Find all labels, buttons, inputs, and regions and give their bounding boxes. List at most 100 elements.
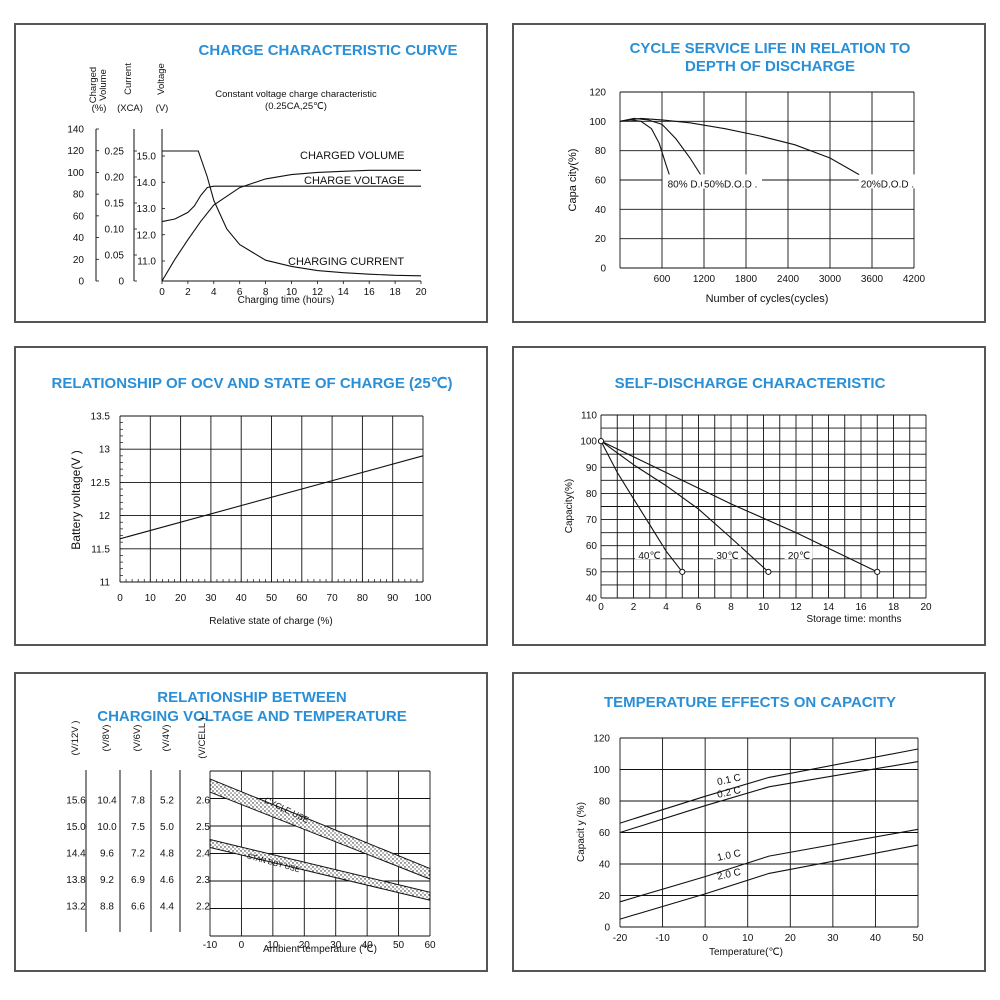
y-tick-label: 80 — [599, 797, 611, 808]
series-start-marker — [597, 438, 605, 445]
voltage-tick-label-3: 5.0 — [160, 822, 174, 833]
x-tick-label: 60 — [296, 593, 308, 604]
x-tick-label: 10 — [267, 940, 279, 951]
volume-tick-label: 40 — [73, 233, 85, 244]
chart-title-2: DEPTH OF DISCHARGE — [685, 58, 855, 75]
y-axis-label: Battery voltage(V ) — [69, 450, 83, 549]
series-line-1 — [600, 440, 769, 573]
voltage-axis-unit-1: (V/8V) — [101, 725, 112, 752]
voltage-tick-label-2: 7.2 — [131, 849, 145, 860]
y-tick-label: 80 — [586, 489, 598, 500]
voltage-tick-label-3: 4.4 — [160, 902, 174, 913]
voltage-tick-label-1: 9.6 — [100, 849, 114, 860]
x-axis-label: Number of cycles(cycles) — [706, 293, 829, 305]
series-line-0 — [619, 748, 919, 824]
x-tick-label: 2400 — [777, 274, 800, 285]
temperature-capacity-panel: TEMPERATURE EFFECTS ON CAPACITY -20 -10 0 10… — [512, 672, 986, 972]
series-label-30c: 30℃ — [716, 551, 738, 562]
y-tick-label: 120 — [593, 734, 610, 745]
band-1 — [209, 838, 431, 901]
y-tick-label: 100 — [580, 437, 597, 448]
series-label-2: 1.0 C — [716, 848, 742, 864]
temperature-capacity-chart: TEMPERATURE EFFECTS ON CAPACITY -20 -10 0 10… — [576, 694, 924, 958]
y-tick-label: 120 — [589, 88, 606, 99]
series-line-2 — [600, 440, 878, 573]
current-axis-unit: (XCA) — [117, 103, 143, 114]
series-label-bg — [784, 546, 813, 560]
voltage-tick-label-0: 13.8 — [66, 875, 86, 886]
y-tick-label: 13.5 — [91, 412, 111, 423]
series-end-marker — [765, 568, 772, 575]
charge-characteristic-panel: CHARGE CHARACTERISTIC CURVE Constant volt… — [14, 23, 488, 323]
x-axis-label: Temperature(℃) — [709, 947, 783, 958]
x-tick-label: 12 — [312, 287, 324, 298]
chart-title: RELATIONSHIP BETWEEN — [157, 689, 346, 706]
x-tick-label: 16 — [855, 602, 867, 613]
voltage-axis-unit-2: (V/6V) — [132, 725, 143, 752]
charge-characteristic-chart: CHARGE CHARACTERISTIC CURVE Constant volt… — [67, 42, 458, 306]
x-axis-label: Charging time (hours) — [238, 295, 335, 306]
series-label-20-dod: 20%D.O.D . — [861, 179, 914, 190]
x-tick-label: 50 — [266, 593, 278, 604]
y-tick-label: 11 — [100, 578, 111, 589]
x-tick-label: 40 — [362, 940, 374, 951]
chart-title: TEMPERATURE EFFECTS ON CAPACITY — [604, 694, 896, 711]
series-end-marker — [874, 568, 881, 575]
x-tick-label: 10 — [286, 287, 298, 298]
volume-tick-label: 80 — [73, 190, 85, 201]
volume-tick-label: 0 — [78, 277, 84, 288]
x-tick-label: 6 — [696, 602, 702, 613]
series-label-bg — [858, 174, 921, 189]
x-tick-label: 18 — [888, 602, 900, 613]
series-label-0: 0.1 C — [716, 772, 742, 788]
x-axis-label: Relative state of charge (%) — [209, 616, 332, 627]
cycle-life-panel: CYCLE SERVICE LIFE IN RELATION TO DEPTH O… — [512, 23, 986, 323]
voltage-tick-label-0: 14.4 — [66, 849, 86, 860]
x-tick-label: 0 — [117, 593, 123, 604]
voltage-tick-label-4: 2.6 — [196, 796, 210, 807]
volume-tick-label: 60 — [73, 211, 85, 222]
voltage-tick-label-2: 7.8 — [131, 796, 145, 807]
y-tick-label: 60 — [586, 541, 598, 552]
volume-axis-label-2: Volume — [98, 69, 109, 101]
voltage-tick-label-3: 4.8 — [160, 849, 174, 860]
y-axis-label: Capacit y (%) — [576, 802, 587, 862]
voltage-tick-label-3: 4.6 — [160, 875, 174, 886]
x-tick-label: 20 — [415, 287, 427, 298]
x-tick-label: 30 — [330, 940, 342, 951]
x-tick-label: 0 — [702, 933, 708, 944]
chart-title: CYCLE SERVICE LIFE IN RELATION TO — [630, 40, 911, 57]
y-tick-label: 12.5 — [91, 478, 111, 489]
ocv-panel: RELATIONSHIP OF OCV AND STATE OF CHARGE … — [14, 346, 488, 646]
voltage-temperature-chart: RELATIONSHIP BETWEEN CHARGING VOLTAGE AND… — [66, 689, 436, 955]
current-tick-label: 0.05 — [105, 251, 125, 262]
current-tick-label: 0.15 — [105, 199, 125, 210]
y-tick-label: 20 — [595, 234, 607, 245]
x-tick-label: 1200 — [693, 274, 716, 285]
series-line-0 — [619, 119, 672, 181]
x-tick-label: -10 — [203, 940, 218, 951]
x-tick-label: 16 — [364, 287, 376, 298]
x-axis-label: Ambient temperature (℃) — [263, 944, 377, 955]
y-tick-label: 60 — [595, 176, 607, 187]
x-tick-label: 20 — [175, 593, 187, 604]
x-tick-label: -10 — [655, 933, 670, 944]
x-tick-label: 80 — [357, 593, 369, 604]
series-line-1 — [619, 761, 919, 834]
series-line-0 — [161, 169, 421, 282]
volume-tick-label: 20 — [73, 255, 85, 266]
chart-subtitle: Constant voltage charge characteristic — [215, 89, 377, 100]
chart-title: CHARGE CHARACTERISTIC CURVE — [199, 42, 458, 59]
x-tick-label: 70 — [327, 593, 339, 604]
y-tick-label: 40 — [599, 860, 611, 871]
chart-subtitle-2: (0.25CA,25℃) — [265, 101, 327, 112]
current-tick-label: 0.20 — [105, 173, 125, 184]
series-label-80-dod: 80% D.O.D. — [668, 179, 721, 190]
voltage-tick-label-1: 9.2 — [100, 875, 114, 886]
x-tick-label: 10 — [145, 593, 157, 604]
voltage-tick-label-4: 2.4 — [196, 849, 210, 860]
x-tick-label: 3000 — [819, 274, 842, 285]
voltage-tick-label-1: 8.8 — [100, 902, 114, 913]
ocv-line — [119, 455, 424, 540]
